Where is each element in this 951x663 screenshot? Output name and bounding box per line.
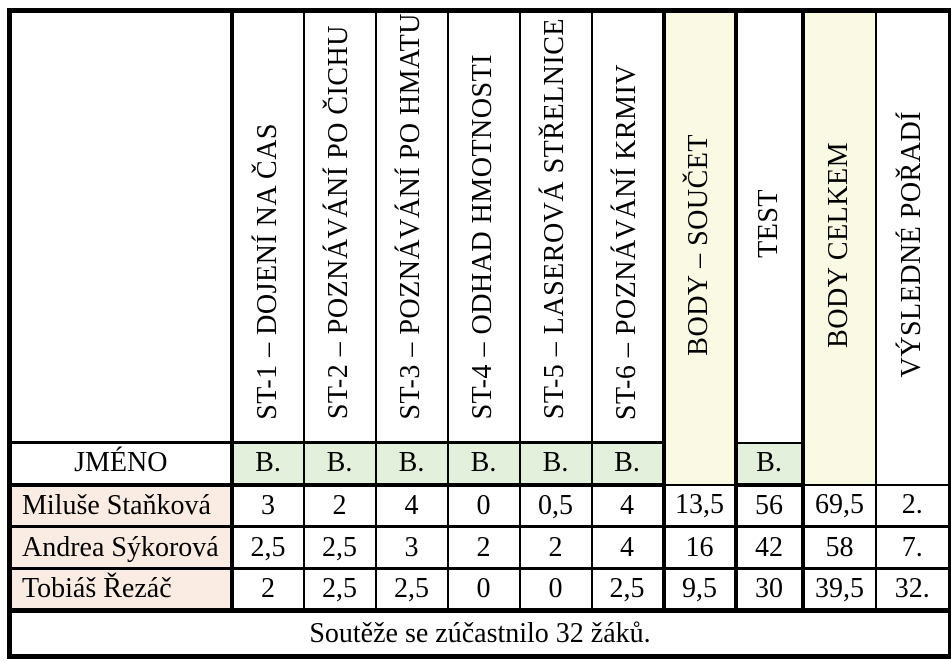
body-celkem-header: BODY CELKEM (801, 9, 877, 486)
body-soucet-header-label: BODY – SOUČET (683, 133, 715, 356)
b-cell-st3: B. (374, 441, 449, 487)
score-cell: 2 (518, 525, 593, 571)
station-header-2-label: ST-2 – POZNÁVÁNÍ PO ČICHU (323, 25, 355, 420)
score-cell: 4 (590, 525, 666, 571)
competitor-name: Miluše Staňková (8, 483, 234, 529)
score-cell: 2,5 (374, 567, 449, 613)
rank-value: 2. (874, 483, 951, 529)
b-cell-st5: B. (518, 441, 593, 487)
competitor-row: Miluše Staňková 3 2 4 0 0,5 4 13,5 56 69… (8, 483, 951, 529)
body-soucet-header: BODY – SOUČET (662, 9, 738, 486)
score-cell: 2 (302, 483, 377, 529)
b-cell-st4: B. (446, 441, 521, 487)
vysledne-poradi-header: VÝSLEDNÉ POŘADÍ (874, 9, 951, 486)
body-celkem-value: 58 (801, 525, 877, 571)
footer-row: Soutěže se zúčastnilo 32 žáků. (8, 608, 951, 658)
rank-value: 7. (874, 525, 951, 571)
vysledne-poradi-header-label: VÝSLEDNÉ POŘADÍ (895, 111, 927, 378)
jmeno-header: JMÉNO (8, 441, 234, 487)
test-value: 30 (734, 567, 805, 613)
b-cell-st6: B. (590, 441, 666, 487)
score-cell: 2 (230, 567, 305, 613)
station-header-6: ST-6 – POZNÁVÁNÍ KRMIV (590, 9, 666, 445)
station-header-3-label: ST-3 – POZNÁVÁNÍ PO HMATU (395, 13, 427, 420)
station-header-2: ST-2 – POZNÁVÁNÍ PO ČICHU (302, 9, 377, 445)
score-cell: 0,5 (518, 483, 593, 529)
competitor-name: Andrea Sýkorová (8, 525, 234, 571)
test-value: 42 (734, 525, 805, 571)
score-cell: 4 (374, 483, 449, 529)
station-header-4-label: ST-4 – ODHAD HMOTNOSTI (467, 54, 499, 420)
score-cell: 0 (518, 567, 593, 613)
score-cell: 2,5 (590, 567, 666, 613)
score-cell: 0 (446, 567, 521, 613)
station-header-5: ST-5 – LASEROVÁ STŘELNICE (518, 9, 593, 445)
body-celkem-value: 69,5 (801, 483, 877, 529)
rank-value: 32. (874, 567, 951, 613)
body-soucet-value: 9,5 (662, 567, 738, 613)
score-cell: 2 (446, 525, 521, 571)
score-cell: 3 (374, 525, 449, 571)
subheader-row: JMÉNO B. B. B. B. B. B. B. (8, 441, 951, 487)
competitor-row: Andrea Sýkorová 2,5 2,5 3 2 2 4 16 42 58… (8, 525, 951, 571)
score-cell: 2,5 (302, 567, 377, 613)
header-row: ST-1 – DOJENÍ NA ČAS ST-2 – POZNÁVÁNÍ PO… (8, 9, 951, 486)
score-cell: 2,5 (302, 525, 377, 571)
footer-note: Soutěže se zúčastnilo 32 žáků. (8, 608, 951, 658)
station-header-5-label: ST-5 – LASEROVÁ STŘELNICE (539, 18, 571, 420)
corner-cell (8, 9, 234, 445)
station-header-4: ST-4 – ODHAD HMOTNOSTI (446, 9, 521, 445)
competitor-name: Tobiáš Řezáč (8, 567, 234, 613)
competitor-row: Tobiáš Řezáč 2 2,5 2,5 0 0 2,5 9,5 30 39… (8, 567, 951, 613)
score-cell: 4 (590, 483, 666, 529)
score-cell: 3 (230, 483, 305, 529)
body-soucet-value: 16 (662, 525, 738, 571)
test-header: TEST (734, 9, 805, 444)
test-value: 56 (734, 483, 805, 529)
b-cell-st2: B. (302, 441, 377, 487)
station-header-1: ST-1 – DOJENÍ NA ČAS (230, 9, 305, 445)
station-header-1-label: ST-1 – DOJENÍ NA ČAS (251, 122, 283, 420)
results-table: ST-1 – DOJENÍ NA ČAS ST-2 – POZNÁVÁNÍ PO… (7, 8, 951, 660)
test-header-label: TEST (752, 189, 784, 258)
score-cell: 2,5 (230, 525, 305, 571)
body-soucet-value: 13,5 (662, 483, 738, 529)
b-cell-st1: B. (230, 441, 305, 487)
score-cell: 0 (446, 483, 521, 529)
body-celkem-header-label: BODY CELKEM (823, 141, 855, 348)
station-header-3: ST-3 – POZNÁVÁNÍ PO HMATU (374, 9, 449, 445)
station-header-6-label: ST-6 – POZNÁVÁNÍ KRMIV (610, 63, 642, 420)
body-celkem-value: 39,5 (801, 567, 877, 613)
b-cell-test: B. (734, 441, 805, 487)
